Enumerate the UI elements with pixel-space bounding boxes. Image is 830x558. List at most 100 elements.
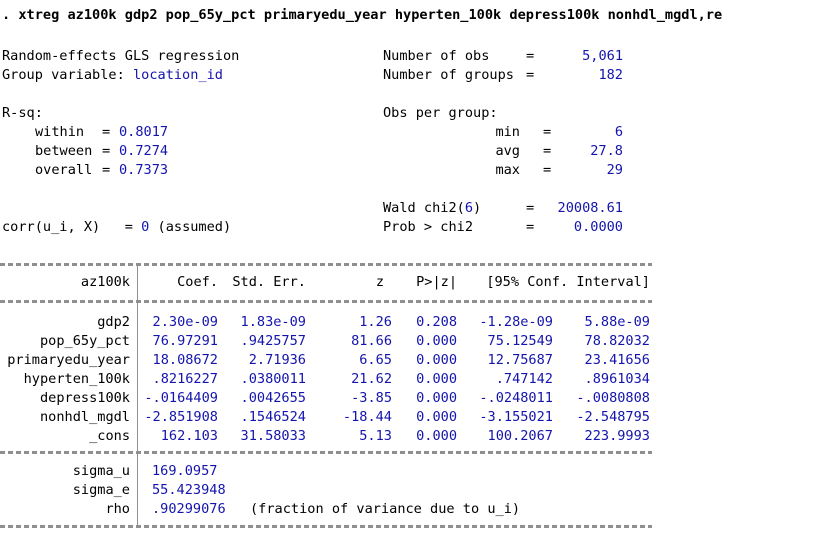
rsq-overall-eq: = <box>102 162 111 178</box>
rsq-within-label: within <box>35 124 85 140</box>
wald-value: 20008.61 <box>557 200 623 216</box>
table-row-depress100k: depress100k -.0164409 .0042655 -3.85 0.0… <box>0 389 652 408</box>
table-rule-bottom <box>0 525 652 528</box>
z-value: 6.65 <box>359 352 392 368</box>
prob-chi2-value: 0.0000 <box>573 219 623 235</box>
rsq-within-value: 0.8017 <box>119 124 169 140</box>
coef-value: 76.97291 <box>152 333 218 349</box>
prob-chi2-eq: = <box>526 219 535 235</box>
rho-note: (fraction of variance due to u_i) <box>250 501 521 517</box>
rho-value: .90299076 <box>152 501 226 517</box>
ci-low-value: 12.75687 <box>487 352 553 368</box>
ci-high-value: 5.88e-09 <box>584 314 650 330</box>
table-rule-header <box>0 300 652 303</box>
obs-max-eq: = <box>543 162 552 178</box>
z-value: 1.26 <box>359 314 392 330</box>
wald-df: 6 <box>464 200 474 216</box>
obs-max-label: max <box>495 162 520 178</box>
table-column-divider <box>137 266 138 526</box>
corr-pre: corr(u_i, X) = <box>2 219 142 235</box>
table-row-pop-65y-pct: pop_65y_pct 76.97291 .9425757 81.66 0.00… <box>0 332 652 351</box>
stderr-value: .1546524 <box>240 409 306 425</box>
p-value: 0.000 <box>416 428 457 444</box>
row-label: primaryedu_year <box>7 352 130 368</box>
model-title: Random-effects GLS regression <box>2 48 240 64</box>
prob-chi2-label: Prob > chi2 <box>383 219 474 235</box>
corr-line: corr(u_i, X) = 0 (assumed) <box>2 218 231 237</box>
sigma-u-label: sigma_u <box>72 463 130 479</box>
rsq-within-eq: = <box>102 124 111 140</box>
ci-low-value: 100.2067 <box>487 428 553 444</box>
ci-low-value: .747142 <box>495 371 553 387</box>
wald-label-post: ) <box>473 200 482 216</box>
table-row-primaryedu-year: primaryedu_year 18.08672 2.71936 6.65 0.… <box>0 351 652 370</box>
table-row-hyperten-100k: hyperten_100k .8216227 .0380011 21.62 0.… <box>0 370 652 389</box>
stderr-value: 31.58033 <box>240 428 306 444</box>
table-row-nonhdl-mgdl: nonhdl_mgdl -2.851908 .1546524 -18.44 0.… <box>0 408 652 427</box>
regression-table: az100k Coef. Std. Err. z P>|z| [95% Conf… <box>0 263 652 529</box>
corr-value: 0 <box>141 219 150 235</box>
table-header-row: az100k Coef. Std. Err. z P>|z| [95% Conf… <box>0 273 652 292</box>
num-groups-label: Number of groups <box>383 67 514 83</box>
ci-high-value: 23.41656 <box>584 352 650 368</box>
stderr-value: .0042655 <box>240 390 306 406</box>
stderr-value: 1.83e-09 <box>240 314 306 330</box>
command-line: . xtreg az100k gdp2 pop_65y_pct primarye… <box>2 7 723 23</box>
wald-label-pre: Wald chi2( <box>383 200 465 216</box>
p-value: 0.208 <box>416 314 457 330</box>
row-label: nonhdl_mgdl <box>39 409 130 425</box>
coef-value: -2.851908 <box>144 409 218 425</box>
rho-label: rho <box>105 501 130 517</box>
row-label: _cons <box>89 428 130 444</box>
obs-min-eq: = <box>543 124 552 140</box>
rsq-between-eq: = <box>102 143 111 159</box>
ci-high-value: .8961034 <box>584 371 650 387</box>
ci-high-value: -.0080808 <box>576 390 650 406</box>
group-variable-label: Group variable: <box>2 67 133 83</box>
row-label: pop_65y_pct <box>39 333 130 349</box>
rsq-between-value: 0.7274 <box>119 143 169 159</box>
num-groups-value: 182 <box>598 67 623 83</box>
stderr-value: .9425757 <box>240 333 306 349</box>
ci-low-value: -.0248011 <box>479 390 553 406</box>
ci-high-value: 223.9993 <box>584 428 650 444</box>
num-obs-label: Number of obs <box>383 48 490 64</box>
row-label: depress100k <box>39 390 130 406</box>
rsq-overall-value: 0.7373 <box>119 162 169 178</box>
rsq-title: R-sq: <box>2 105 43 121</box>
col-header-coef: Coef. <box>177 274 218 290</box>
group-variable-line: Group variable: location_id <box>2 66 223 85</box>
ci-high-value: -2.548795 <box>576 409 650 425</box>
p-value: 0.000 <box>416 371 457 387</box>
col-header-conf-interval: [95% Conf. Interval] <box>486 274 650 290</box>
obs-avg-value: 27.8 <box>590 143 623 159</box>
ci-low-value: -1.28e-09 <box>479 314 553 330</box>
p-value: 0.000 <box>416 333 457 349</box>
table-row-sigma-u: sigma_u 169.0957 <box>0 462 652 481</box>
sigma-u-value: 169.0957 <box>152 463 218 479</box>
p-value: 0.000 <box>416 352 457 368</box>
num-obs-value: 5,061 <box>582 48 623 64</box>
z-value: -3.85 <box>351 390 392 406</box>
wald-eq: = <box>526 200 535 216</box>
sigma-e-value: 55.423948 <box>152 482 226 498</box>
coef-value: 18.08672 <box>152 352 218 368</box>
table-row-rho: rho .90299076 (fraction of variance due … <box>0 500 652 519</box>
col-header-stderr: Std. Err. <box>232 274 306 290</box>
obs-per-group-title: Obs per group: <box>383 105 498 121</box>
sigma-e-label: sigma_e <box>72 482 130 498</box>
obs-min-value: 6 <box>614 124 623 140</box>
ci-high-value: 78.82032 <box>584 333 650 349</box>
stderr-value: .0380011 <box>240 371 306 387</box>
rsq-between-label: between <box>35 143 93 159</box>
rsq-overall-label: overall <box>35 162 93 178</box>
p-value: 0.000 <box>416 390 457 406</box>
ci-low-value: -3.155021 <box>479 409 553 425</box>
col-header-pvalue: P>|z| <box>416 274 457 290</box>
obs-max-value: 29 <box>606 162 623 178</box>
z-value: 5.13 <box>359 428 392 444</box>
p-value: 0.000 <box>416 409 457 425</box>
table-row-gdp2: gdp2 2.30e-09 1.83e-09 1.26 0.208 -1.28e… <box>0 313 652 332</box>
wald-label: Wald chi2(6) <box>383 199 481 218</box>
